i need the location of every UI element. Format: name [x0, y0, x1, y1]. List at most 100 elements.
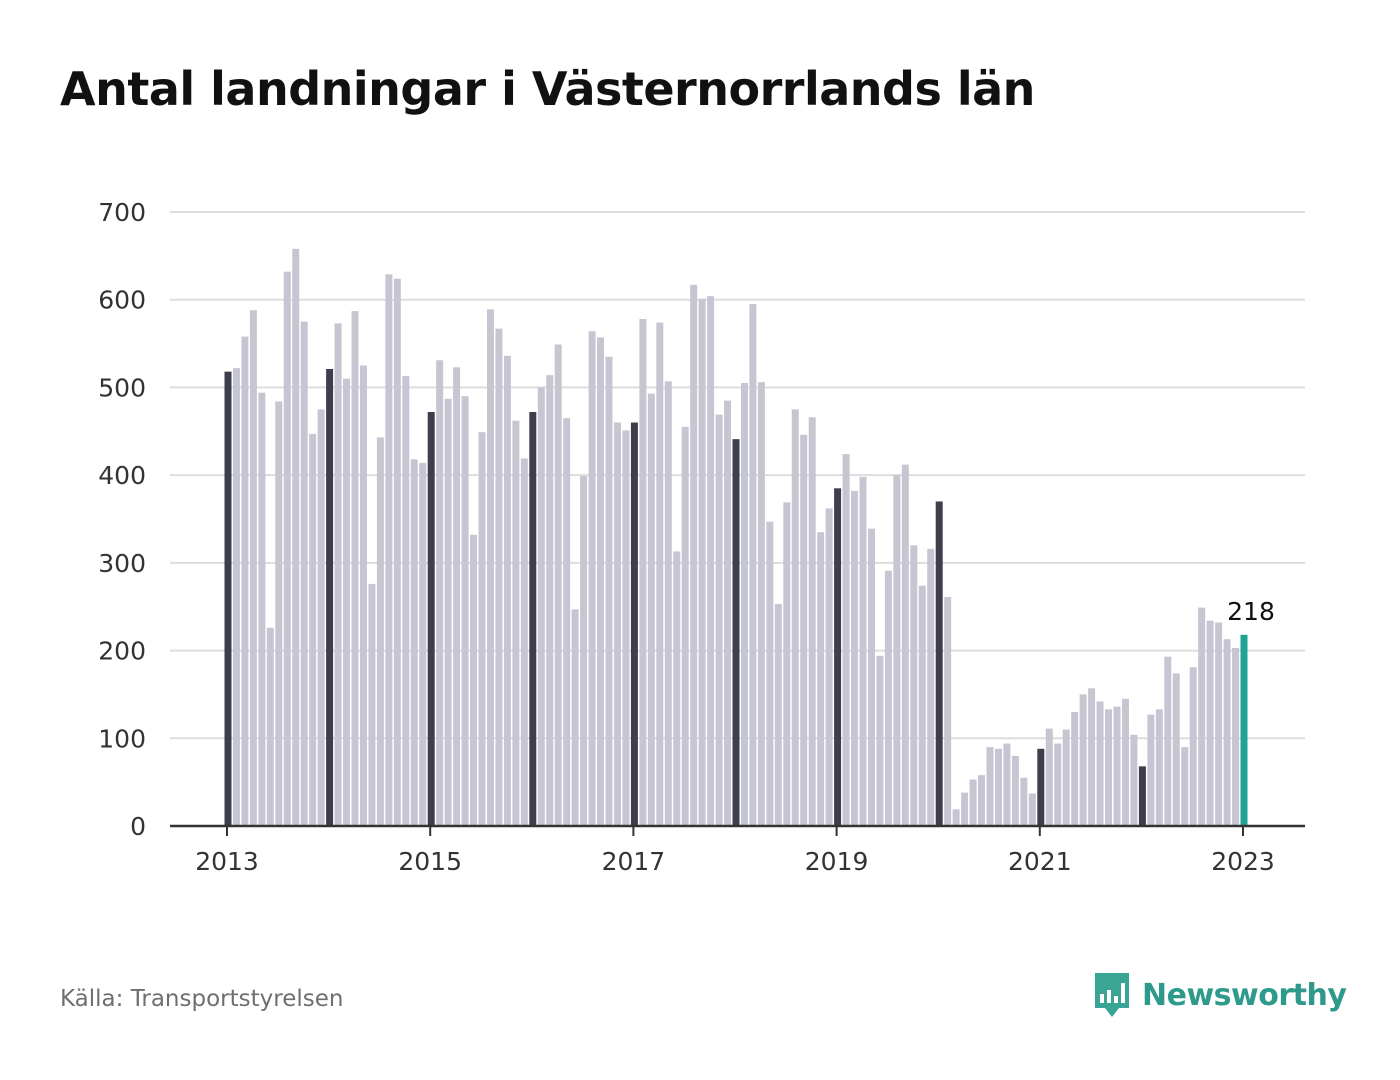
bar [334, 323, 342, 826]
bar [927, 548, 935, 826]
bar [283, 271, 291, 826]
bar [1071, 711, 1079, 826]
bar [580, 476, 588, 826]
bar [1198, 607, 1206, 826]
bar [876, 655, 884, 826]
x-axis: 2013 2015 2017 2019 2021 2023 [170, 824, 1305, 876]
bar [1121, 698, 1129, 826]
bar [1011, 755, 1019, 826]
chart-title: Antal landningar i Västernorrlands län [60, 62, 1035, 116]
bar [935, 501, 943, 826]
bar [275, 401, 283, 826]
bar [622, 430, 630, 826]
bar [867, 528, 875, 826]
bar [1079, 694, 1087, 826]
y-axis-labels: 0 100 200 300 400 500 600 700 [98, 198, 146, 841]
bar [1037, 748, 1045, 826]
bar [1028, 793, 1036, 826]
y-tick-label: 300 [98, 549, 146, 578]
bar [410, 459, 418, 826]
y-tick-label: 0 [130, 812, 146, 841]
newsworthy-logo-icon [1095, 973, 1129, 1017]
bar [224, 371, 232, 826]
bars [224, 248, 1248, 827]
bar [842, 454, 850, 826]
brand-logo: Newsworthy [1092, 970, 1347, 1020]
bar [520, 458, 528, 826]
bar [1215, 622, 1223, 826]
bar [664, 381, 672, 826]
bar [791, 409, 799, 826]
bar [715, 414, 723, 826]
bar [1232, 647, 1240, 826]
bar [241, 336, 249, 826]
bar [656, 322, 664, 826]
bar [495, 328, 503, 826]
bar [571, 609, 579, 826]
bar [402, 376, 410, 826]
bar [419, 462, 427, 826]
y-tick-label: 700 [98, 198, 146, 227]
bar [605, 356, 613, 826]
bar [1096, 701, 1104, 826]
y-tick-label: 400 [98, 461, 146, 490]
bar [368, 583, 376, 826]
x-tick-label: 2023 [1211, 847, 1275, 876]
bar [944, 597, 952, 826]
bar [436, 360, 444, 826]
bar [1172, 673, 1180, 826]
bar [317, 409, 325, 826]
bar [512, 420, 520, 826]
x-tick-label: 2013 [195, 847, 259, 876]
bar [563, 418, 571, 826]
bar [309, 433, 317, 826]
bar [351, 311, 359, 826]
bar [647, 393, 655, 826]
bar [817, 532, 825, 826]
y-tick-label: 600 [98, 286, 146, 315]
bar [478, 432, 486, 826]
bar [588, 331, 596, 826]
x-tick-label: 2021 [1008, 847, 1072, 876]
bar [1155, 709, 1163, 826]
bar [630, 422, 638, 826]
bar [1003, 743, 1011, 826]
bar [1054, 743, 1062, 826]
bar [698, 298, 706, 827]
bar [461, 396, 469, 826]
brand-name: Newsworthy [1142, 977, 1347, 1013]
bar [834, 488, 842, 826]
bar [326, 369, 334, 826]
bar [376, 437, 384, 826]
bar [740, 383, 748, 826]
bar [1223, 639, 1231, 826]
bar [232, 368, 240, 826]
bar [724, 400, 732, 826]
annotations: 218 [1227, 597, 1275, 626]
bar [537, 387, 545, 826]
bar [800, 434, 808, 826]
bar [613, 422, 621, 826]
bar [690, 284, 698, 826]
bar [359, 365, 367, 826]
x-tick-label: 2017 [602, 847, 666, 876]
bar [808, 417, 816, 826]
bar [292, 248, 300, 827]
bar [343, 378, 351, 826]
bar [486, 309, 494, 826]
bar [851, 490, 859, 826]
y-tick-label: 100 [98, 724, 146, 753]
bar [393, 278, 401, 826]
bar [470, 534, 478, 826]
bar [1062, 729, 1070, 826]
bar [1130, 734, 1138, 826]
bar [774, 604, 782, 826]
bar [825, 508, 833, 826]
bar [300, 321, 308, 826]
bar [918, 585, 926, 826]
x-tick-label: 2019 [805, 847, 869, 876]
bar [1189, 667, 1197, 826]
bar [427, 411, 435, 826]
bar [986, 747, 994, 826]
